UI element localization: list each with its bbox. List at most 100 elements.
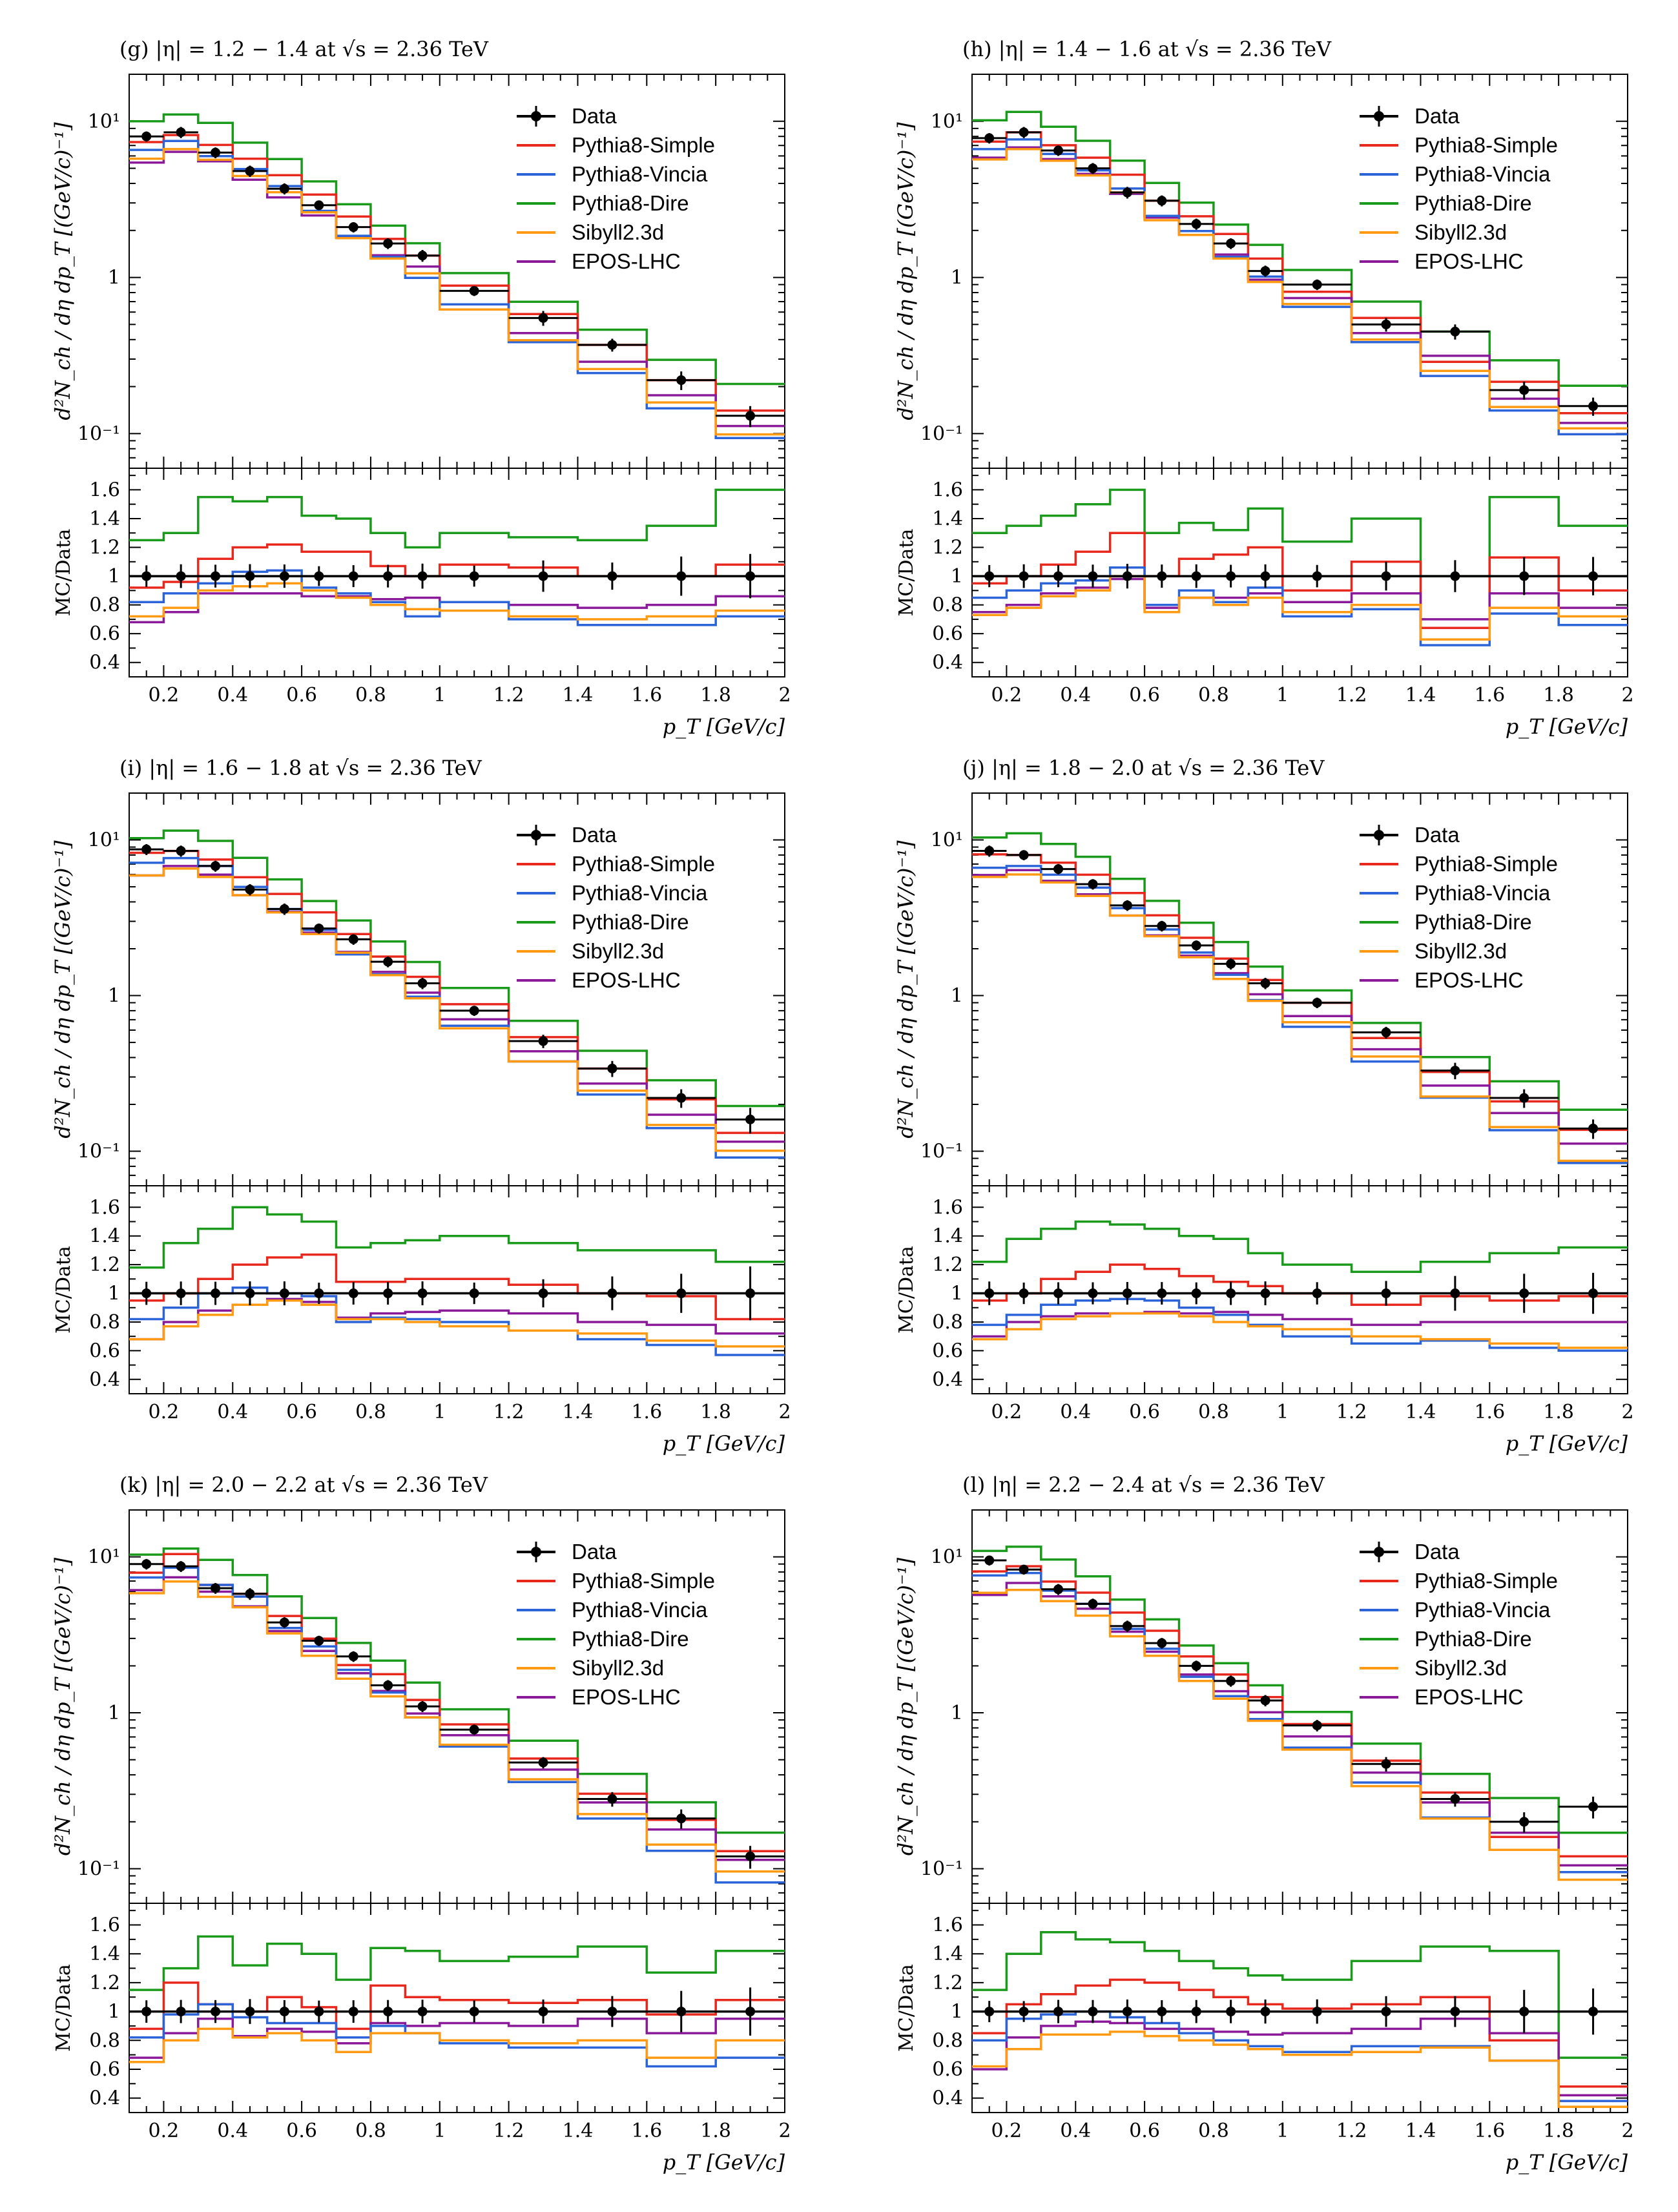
series-line-sibyll2-3d: [972, 873, 1628, 1163]
data-point: [1519, 1093, 1529, 1103]
ratio-y-tick-label: 1.4: [89, 1225, 120, 1248]
chart-panel-3: (j) |η| = 1.8 − 2.0 at √s = 2.36 TeV 0.2 0…: [893, 756, 1634, 1456]
x-tick-label: 1.4: [563, 1401, 594, 1423]
data-point: [141, 1559, 152, 1569]
data-point: [607, 340, 617, 350]
ratio-line-pythia8-vincia: [129, 2003, 785, 2068]
legend: Data Pythia8-Simple Pythia8-Vincia Pythia8-…: [1360, 1540, 1558, 1709]
data-point: [1312, 1721, 1322, 1731]
legend-entry-sibyll2-3d: Sibyll2.3d: [572, 939, 664, 963]
ratio-y-axis-label: MC/Data: [895, 1246, 918, 1334]
x-tick-label: 1.8: [700, 2120, 731, 2142]
data-point: [279, 183, 289, 194]
legend-entry-sibyll2-3d: Sibyll2.3d: [572, 1656, 664, 1680]
data-point: [348, 222, 358, 233]
legend-entry-pythia8-simple: Pythia8-Simple: [1414, 852, 1558, 876]
legend-entry-sibyll2-3d: Sibyll2.3d: [572, 220, 664, 244]
data-point: [676, 1814, 687, 1824]
series-line-sibyll2-3d: [129, 1580, 785, 1873]
series-line-sibyll2-3d: [972, 148, 1628, 430]
data-point: [1122, 187, 1132, 198]
ratio-y-tick-label: 0.6: [89, 2058, 120, 2081]
legend-entry-epos-lhc: EPOS-LHC: [572, 968, 681, 992]
x-axis-label: p_T [GeV/c]: [663, 714, 785, 739]
data-point: [245, 884, 255, 894]
x-tick-label: 0.4: [1060, 1401, 1091, 1423]
ratio-y-tick-label: 0.8: [89, 1311, 120, 1334]
ratio-y-tick-label: 0.8: [89, 594, 120, 617]
x-tick-label: 1: [433, 684, 446, 707]
x-tick-label: 1.6: [631, 2120, 662, 2142]
data-point: [1226, 1676, 1236, 1686]
ratio-y-axis-label: MC/Data: [52, 529, 75, 617]
data-point: [1191, 1660, 1201, 1671]
data-point: [1260, 1695, 1270, 1706]
data-point: [1450, 1066, 1460, 1076]
x-tick-label: 1: [1276, 2120, 1289, 2142]
data-point: [383, 238, 393, 249]
ratio-y-axis-label: MC/Data: [52, 1246, 75, 1334]
legend-entry-data: Data: [572, 1540, 617, 1564]
x-tick-label: 2: [1621, 2120, 1633, 2142]
ratio-y-tick-label: 0.4: [89, 652, 120, 674]
legend-entry-pythia8-vincia: Pythia8-Vincia: [1414, 1598, 1551, 1622]
legend-marker: [1374, 1547, 1384, 1557]
legend-entry-pythia8-dire: Pythia8-Dire: [1414, 910, 1532, 934]
ratio-line-sibyll2-3d: [972, 575, 1628, 641]
data-point: [1122, 900, 1132, 911]
data-point: [1260, 266, 1270, 276]
data-point: [1053, 145, 1064, 156]
legend-entry-sibyll2-3d: Sibyll2.3d: [1414, 1656, 1507, 1680]
x-tick-label: 0.4: [217, 1401, 248, 1423]
x-tick-label: 2: [1621, 1401, 1633, 1423]
legend-entry-epos-lhc: EPOS-LHC: [572, 249, 681, 273]
data-point: [1088, 879, 1098, 889]
x-tick-label: 0.6: [1129, 684, 1160, 707]
legend-entry-pythia8-simple: Pythia8-Simple: [572, 133, 715, 157]
ratio-plot-area: [129, 488, 785, 626]
y-tick-label: 10⁻¹: [920, 422, 963, 445]
y-tick-label: 1: [951, 985, 963, 1008]
legend-entry-pythia8-dire: Pythia8-Dire: [1414, 1627, 1532, 1651]
x-tick-label: 0.2: [149, 684, 180, 707]
ratio-line-pythia8-vincia: [972, 566, 1628, 646]
ratio-plot-frame: [129, 1903, 785, 2113]
legend-entry-pythia8-dire: Pythia8-Dire: [572, 191, 689, 215]
data-point: [141, 844, 152, 854]
data-point: [538, 313, 548, 323]
ratio-line-epos-lhc: [129, 592, 785, 624]
ratio-y-axis-label: MC/Data: [895, 1964, 918, 2052]
data-point: [984, 846, 995, 856]
ratio-y-tick-label: 0.8: [932, 1311, 963, 1334]
ratio-plot-frame: [129, 468, 785, 677]
y-tick-label: 10¹: [88, 110, 120, 133]
x-tick-label: 1: [1276, 1401, 1289, 1423]
data-point: [1019, 850, 1029, 860]
ratio-y-axis-label: MC/Data: [895, 529, 918, 617]
ratio-y-tick-label: 1.4: [89, 1943, 120, 1965]
ratio-y-tick-label: 0.6: [89, 1339, 120, 1362]
main-plot-area: [972, 832, 1628, 1164]
x-tick-label: 0.4: [217, 684, 248, 707]
data-point: [1519, 385, 1529, 395]
series-line-pythia8-dire: [129, 1547, 785, 1834]
legend-marker: [1374, 830, 1384, 840]
ratio-y-tick-label: 1.2: [932, 1972, 963, 1994]
ratio-y-tick-label: 1.2: [89, 1254, 120, 1276]
x-tick-label: 0.2: [991, 1401, 1022, 1423]
x-tick-label: 0.2: [149, 1401, 180, 1423]
x-tick-label: 2: [778, 1401, 791, 1423]
ratio-line-pythia8-dire: [972, 1930, 1628, 2059]
y-tick-label: 10⁻¹: [78, 422, 120, 445]
legend: Data Pythia8-Simple Pythia8-Vincia Pythia8-…: [1360, 104, 1558, 273]
series-line-pythia8-simple: [972, 131, 1628, 415]
series-line-pythia8-dire: [972, 1545, 1628, 1834]
chart-panel-1: (h) |η| = 1.4 − 1.6 at √s = 2.36 TeV 0.2 0…: [893, 37, 1634, 739]
ratio-y-tick-label: 1: [951, 1283, 963, 1305]
ratio-y-tick-label: 1.6: [89, 479, 120, 501]
data-point: [417, 251, 428, 261]
y-tick-label: 1: [108, 1702, 120, 1724]
legend-entry-epos-lhc: EPOS-LHC: [1414, 1685, 1524, 1709]
data-point: [1019, 1564, 1029, 1575]
x-axis-label: p_T [GeV/c]: [1506, 1431, 1628, 1456]
